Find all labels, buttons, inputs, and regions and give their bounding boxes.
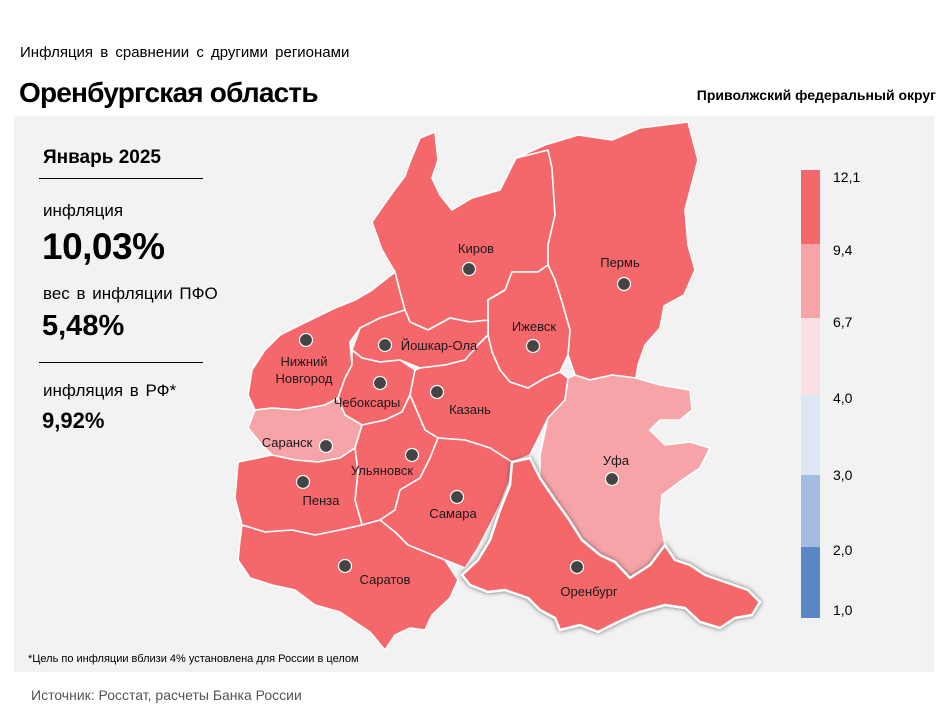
city-label-nizhny-2: Новгород (276, 371, 333, 386)
russia-inflation-label: инфляция в РФ* (43, 381, 177, 400)
city-label-izhevsk: Ижевск (512, 319, 557, 334)
inflation-value: 10,03% (42, 226, 165, 267)
legend-label-7: 1,0 (833, 602, 853, 618)
russia-inflation-value: 9,92% (42, 408, 105, 433)
region-penza[interactable] (234, 447, 363, 536)
legend-label-1: 12,1 (833, 169, 860, 185)
legend-label-2: 9,4 (833, 242, 853, 258)
region-saratov[interactable] (237, 519, 459, 651)
chart-subtitle: Инфляция в сравнении с другими регионами (20, 44, 350, 61)
city-label-nizhny-1: Нижний (280, 354, 327, 369)
city-label-kirov: Киров (458, 241, 494, 256)
city-label-kazan: Казань (449, 402, 491, 417)
city-label-penza: Пенза (303, 493, 341, 508)
legend-bin-6 (801, 547, 820, 618)
city-label-yoshkar-ola: Йошкар-Ола (401, 338, 478, 353)
city-marker-saratov[interactable] (337, 558, 353, 574)
legend-bin-4 (801, 395, 820, 475)
city-marker-cheboksary[interactable] (372, 375, 388, 391)
divider-top (39, 178, 203, 179)
region-perm[interactable] (515, 121, 699, 381)
region-title: Оренбургская область (19, 77, 319, 108)
city-marker-saransk[interactable] (318, 438, 334, 454)
city-label-ulyanovsk: Ульяновск (351, 463, 413, 478)
legend-label-6: 2,0 (833, 542, 853, 558)
legend-bin-1 (801, 170, 820, 244)
city-marker-orenburg[interactable] (569, 559, 585, 575)
city-marker-samara[interactable] (449, 489, 465, 505)
district-name: Приволжский федеральный округ (696, 87, 936, 103)
city-marker-perm[interactable] (616, 276, 632, 292)
divider-bottom (39, 362, 203, 363)
city-marker-nizhny[interactable] (298, 332, 314, 348)
city-marker-ulyanovsk[interactable] (404, 447, 420, 463)
legend-bin-5 (801, 475, 820, 547)
region-orenburg[interactable] (460, 456, 762, 634)
city-marker-izhevsk[interactable] (525, 338, 541, 354)
city-marker-penza[interactable] (295, 474, 311, 490)
city-label-saransk: Саранск (262, 435, 313, 450)
city-markers: Киров Пермь Ижевск Йошкар-Ола Нижний Нов… (262, 241, 640, 599)
footnote: *Цель по инфляции вблизи 4% установлена … (28, 653, 359, 665)
weight-value: 5,48% (42, 310, 125, 342)
legend-bin-2 (801, 244, 820, 318)
city-label-cheboksary: Чебоксары (334, 395, 401, 410)
city-marker-yoshkar-ola[interactable] (377, 337, 393, 353)
city-label-ufa: Уфа (603, 453, 630, 468)
legend-label-5: 3,0 (833, 467, 853, 483)
city-label-perm: Пермь (600, 255, 640, 270)
inflation-label: инфляция (43, 201, 124, 220)
city-marker-kazan[interactable] (429, 384, 445, 400)
source-note: Источник: Росстат, расчеты Банка России (31, 687, 302, 703)
color-legend: 12,1 9,4 6,7 4,0 3,0 2,0 1,0 (801, 169, 860, 618)
legend-label-3: 6,7 (833, 314, 853, 330)
legend-bin-3 (801, 318, 820, 395)
city-label-samara: Самара (429, 506, 477, 521)
city-label-saratov: Саратов (360, 572, 411, 587)
city-marker-ufa[interactable] (604, 471, 620, 487)
city-label-orenburg: Оренбург (560, 584, 617, 599)
city-marker-kirov[interactable] (461, 261, 477, 277)
weight-label: вес в инфляции ПФО (43, 284, 218, 303)
period-label: Январь 2025 (43, 147, 161, 168)
legend-label-4: 4,0 (833, 390, 853, 406)
